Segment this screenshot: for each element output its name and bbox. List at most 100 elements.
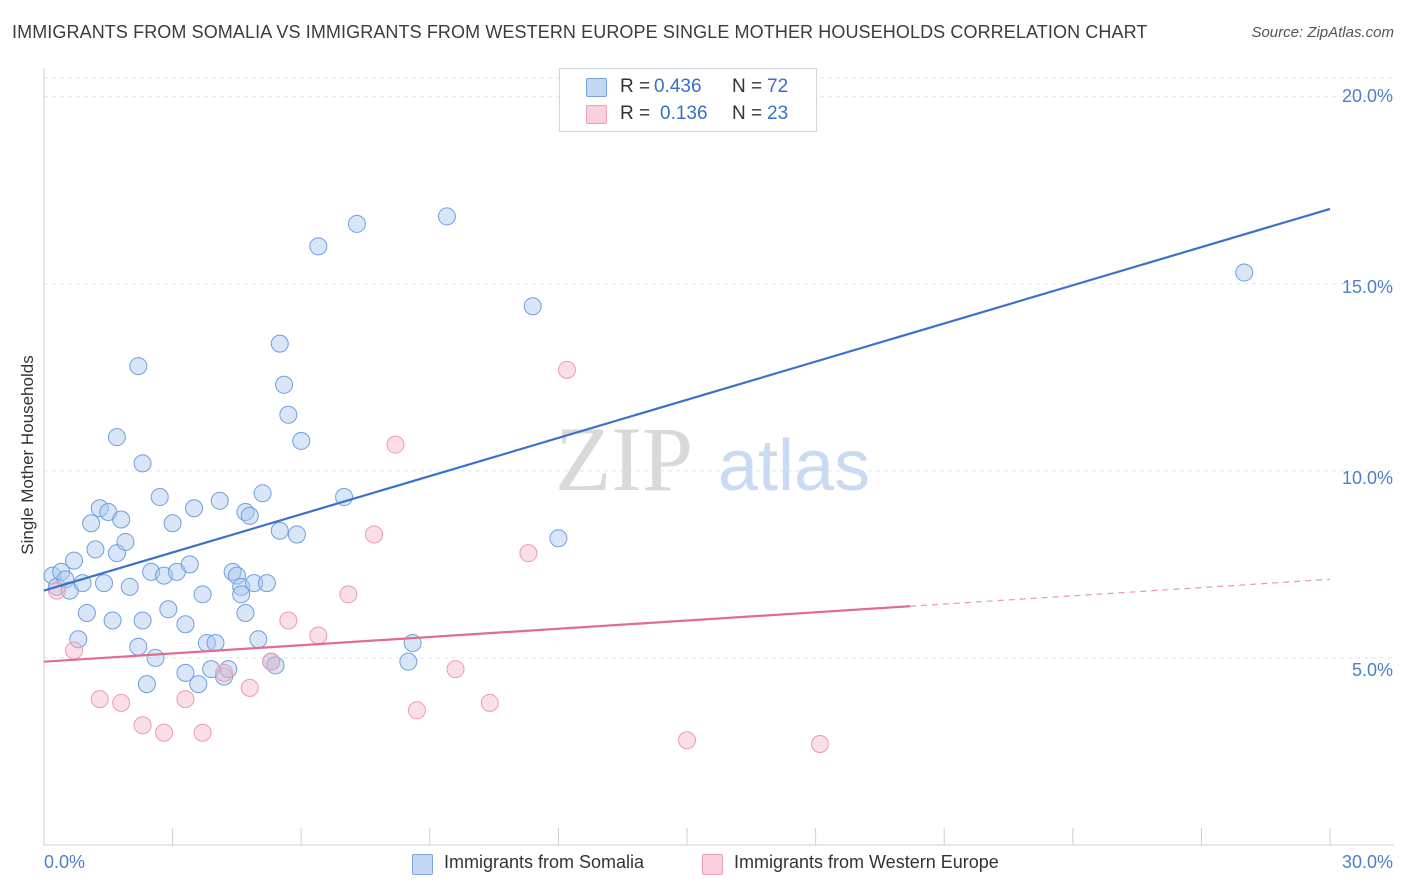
legend-r-label: R = bbox=[620, 76, 651, 97]
data-point bbox=[155, 723, 174, 742]
data-point bbox=[236, 604, 255, 623]
data-point bbox=[253, 484, 272, 503]
data-point bbox=[275, 375, 294, 394]
data-point bbox=[150, 488, 169, 507]
y-tick-label: 5.0% bbox=[1351, 660, 1393, 680]
data-point bbox=[309, 237, 328, 256]
x-tick-label: 0.0% bbox=[44, 852, 86, 872]
data-point bbox=[176, 663, 195, 682]
data-point bbox=[365, 525, 384, 544]
data-point bbox=[206, 633, 225, 652]
data-point bbox=[399, 652, 418, 671]
data-point bbox=[133, 716, 152, 735]
y-axis-label: Single Mother Households bbox=[18, 355, 37, 555]
data-point bbox=[678, 731, 696, 750]
data-point bbox=[163, 514, 182, 533]
data-point bbox=[292, 431, 311, 450]
legend-swatch-somalia bbox=[586, 78, 607, 97]
data-point bbox=[129, 357, 148, 376]
legend-swatch-western-europe bbox=[586, 105, 607, 124]
series-western-europe-points bbox=[47, 360, 829, 753]
source-label: Source: ZipAtlas.com bbox=[1251, 24, 1394, 41]
data-point bbox=[133, 454, 152, 473]
data-point bbox=[386, 435, 405, 454]
trend-line-western-europe-extension bbox=[909, 578, 1331, 607]
data-point bbox=[407, 701, 426, 720]
data-point bbox=[95, 574, 114, 593]
data-point bbox=[810, 734, 829, 753]
data-point bbox=[227, 566, 246, 585]
data-point bbox=[339, 585, 358, 604]
trend-line-western-europe bbox=[43, 605, 910, 663]
data-point bbox=[82, 514, 101, 533]
trend-lines bbox=[43, 207, 1331, 663]
data-point bbox=[69, 630, 88, 649]
data-point bbox=[107, 428, 126, 447]
data-point bbox=[176, 615, 195, 634]
data-point bbox=[116, 532, 135, 551]
data-point bbox=[65, 641, 84, 660]
data-point bbox=[1235, 263, 1254, 282]
data-point bbox=[523, 297, 542, 316]
data-point bbox=[112, 693, 131, 712]
data-point bbox=[287, 525, 306, 544]
data-point bbox=[262, 652, 281, 671]
bottom-legend-swatch-somalia bbox=[412, 854, 433, 875]
bottom-legend-label-western-europe: Immigrants from Western Europe bbox=[734, 852, 999, 872]
data-point bbox=[120, 577, 139, 596]
data-point bbox=[90, 690, 109, 709]
y-tick-label: 20.0% bbox=[1341, 86, 1393, 106]
y-tick-label: 15.0% bbox=[1341, 277, 1393, 297]
data-point bbox=[270, 521, 289, 540]
data-point bbox=[90, 499, 109, 518]
data-point bbox=[129, 637, 148, 656]
watermark-zip: ZIP bbox=[555, 408, 693, 510]
bottom-legend-swatch-western-europe bbox=[702, 854, 723, 875]
data-point bbox=[65, 551, 84, 570]
legend-r-value: 0.436 bbox=[654, 76, 702, 97]
data-point bbox=[446, 660, 465, 679]
data-point bbox=[232, 585, 251, 604]
data-point bbox=[279, 611, 298, 630]
data-point bbox=[112, 510, 131, 529]
legend-n-label: N = bbox=[732, 76, 763, 97]
legend-r-value: 0.136 bbox=[660, 103, 708, 124]
data-point bbox=[309, 626, 328, 645]
legend-n-value: 72 bbox=[767, 76, 789, 97]
data-point bbox=[215, 663, 234, 682]
chart-title: IMMIGRANTS FROM SOMALIA VS IMMIGRANTS FR… bbox=[12, 22, 1148, 42]
data-point bbox=[240, 506, 259, 525]
data-point bbox=[180, 555, 199, 574]
watermark-atlas: atlas bbox=[718, 426, 870, 506]
data-point bbox=[437, 207, 456, 226]
y-tick-label: 10.0% bbox=[1341, 468, 1393, 488]
data-point bbox=[193, 723, 212, 742]
data-point bbox=[245, 574, 264, 593]
data-point bbox=[159, 600, 178, 619]
data-point bbox=[480, 693, 499, 712]
data-point bbox=[86, 540, 105, 559]
data-point bbox=[176, 690, 195, 709]
data-point bbox=[557, 360, 576, 379]
data-point bbox=[249, 630, 268, 649]
data-point bbox=[103, 611, 122, 630]
data-point bbox=[189, 675, 208, 694]
data-point bbox=[77, 604, 96, 623]
data-point bbox=[240, 678, 259, 697]
data-point bbox=[270, 334, 289, 353]
trend-line-somalia bbox=[43, 207, 1331, 592]
data-point bbox=[549, 529, 568, 548]
data-point bbox=[193, 585, 212, 604]
data-point bbox=[146, 648, 165, 667]
data-point bbox=[137, 675, 156, 694]
legend-n-label: N = bbox=[732, 103, 763, 124]
x-tick-label: 30.0% bbox=[1341, 852, 1393, 872]
legend: R = 0.436 N = 72 R = 0.136 N = 23 bbox=[559, 68, 817, 132]
data-point bbox=[133, 611, 152, 630]
data-point bbox=[279, 405, 298, 424]
data-point bbox=[347, 214, 366, 233]
data-point bbox=[185, 499, 204, 518]
axes bbox=[43, 68, 1394, 846]
legend-r-label: R = bbox=[620, 103, 651, 124]
